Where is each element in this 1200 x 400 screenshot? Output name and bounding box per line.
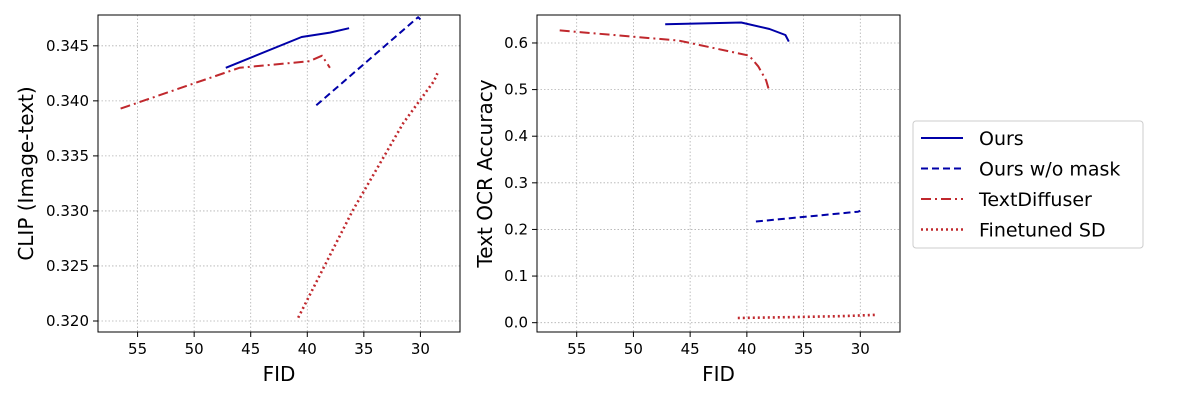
series-line-ours [665, 21, 790, 43]
x-tick-label: 30 [411, 340, 430, 358]
y-tick-label: 0.320 [46, 312, 89, 330]
x-tick-label: 40 [298, 340, 317, 358]
y-tick-label: 0.335 [46, 147, 89, 165]
y-tick-label: 0.2 [504, 220, 528, 238]
x-tick-label: 35 [354, 340, 373, 358]
x-axis-label: FID [702, 362, 735, 386]
series-line-ours_nomask [315, 16, 422, 107]
series-line-textdiffuser [120, 54, 331, 110]
x-tick-label: 45 [241, 340, 260, 358]
legend-item-textdiffuser: TextDiffuser [921, 189, 1092, 211]
x-tick-label: 50 [624, 340, 643, 358]
x-tick-label: 35 [794, 340, 813, 358]
axes-frame [97, 14, 461, 333]
chart-ocr-accuracy-vs-fid: 55 50 45 40 35 30 0.0 0.1 0.2 0.3 0.4 0.5 0.6 FID Text… [473, 14, 901, 386]
legend-item-finetuned_sd: Finetuned SD [921, 220, 1106, 242]
y-axis-label: Text OCR Accuracy [473, 79, 497, 268]
y-tick-label: 0.1 [504, 267, 528, 285]
series-line-finetuned_sd [297, 72, 439, 319]
y-tick-label: 0.5 [504, 81, 528, 99]
series-line-ours_nomask [755, 209, 861, 223]
x-tick-label: 30 [851, 340, 870, 358]
x-axis-label: FID [263, 362, 296, 386]
legend-label-textdiffuser: TextDiffuser [978, 189, 1092, 211]
x-tick-label: 55 [128, 340, 147, 358]
y-tick-label: 0.4 [504, 127, 528, 145]
series-line-textdiffuser [559, 29, 771, 93]
y-axis-label: CLIP (Image-text) [14, 86, 38, 260]
y-tick-label: 0.345 [46, 37, 89, 55]
legend-item-ours_nomask: Ours w/o mask [921, 159, 1120, 181]
legend: Ours Ours w/o mask TextDiffuser Finetuned S… [912, 120, 1144, 249]
x-tick-label: 40 [737, 340, 756, 358]
x-tick-label: 50 [185, 340, 204, 358]
legend-label-finetuned_sd: Finetuned SD [979, 220, 1106, 242]
legend-frame [912, 120, 1144, 249]
legend-label-ours_nomask: Ours w/o mask [979, 159, 1120, 181]
y-tick-label: 0.330 [46, 202, 89, 220]
legend-item-ours: Ours [921, 128, 1024, 150]
x-tick-label: 55 [567, 340, 586, 358]
y-tick-label: 0.6 [504, 34, 528, 52]
y-tick-label: 0.0 [504, 314, 528, 332]
y-tick-label: 0.340 [46, 92, 89, 110]
series-line-finetuned_sd [737, 313, 878, 320]
axes-frame [536, 14, 901, 333]
y-tick-label: 0.325 [46, 257, 89, 275]
y-tick-label: 0.3 [504, 174, 528, 192]
x-tick-label: 45 [681, 340, 700, 358]
series-line-ours [225, 27, 350, 69]
chart-clip-vs-fid: 55 50 45 40 35 30 0.320 0.325 0.330 0.335 0.340 0.3… [14, 14, 461, 386]
legend-label-ours: Ours [979, 128, 1024, 150]
